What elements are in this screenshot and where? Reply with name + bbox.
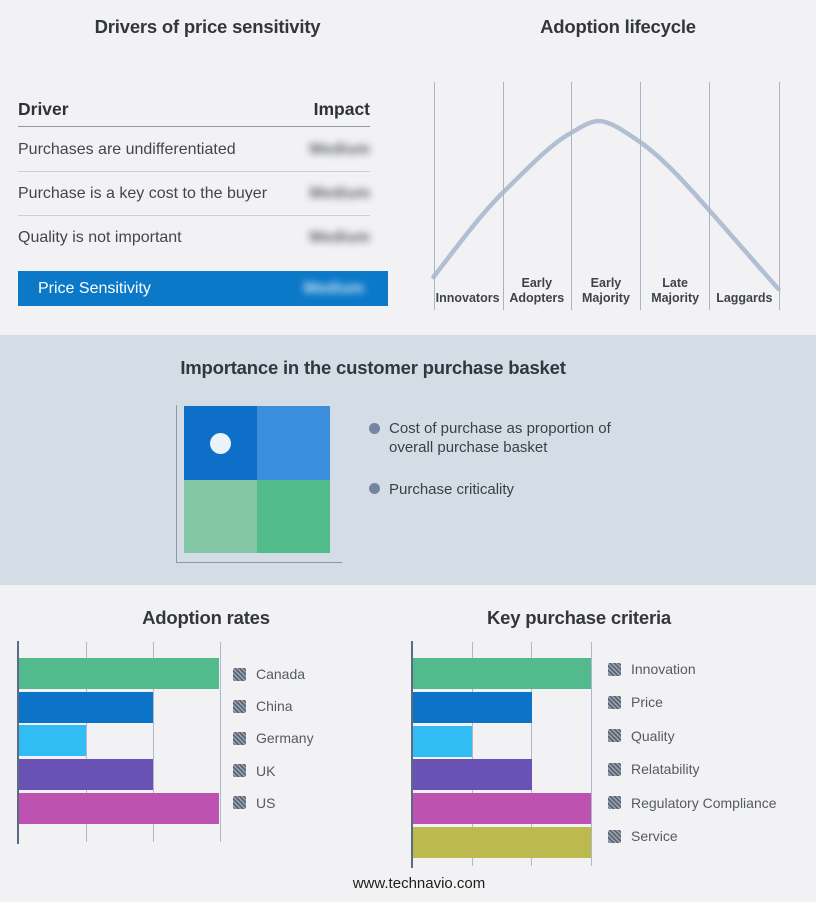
highlight-label: Price Sensitivity	[38, 279, 151, 297]
table-row: Purchases are undifferentiated Medium	[18, 128, 370, 172]
stage-label-early-majority: Early Majority	[582, 276, 630, 305]
key-purchase-criteria-gridline	[531, 642, 532, 866]
purchase-basket-band	[0, 335, 816, 585]
basket-bullet: Purchase criticality	[389, 481, 515, 498]
legend-label-china: China	[256, 698, 293, 715]
stage-divider-line	[640, 82, 641, 310]
key-purchase-criteria-bar-regulatory-compliance	[413, 793, 592, 825]
column-header-impact: Impact	[313, 99, 370, 119]
legend-label-canada: Canada	[256, 666, 306, 682]
impact-cell-redacted: Medium	[303, 279, 364, 297]
lifecycle-title: Adoption lifecycle	[540, 16, 696, 37]
basket-title: Importance in the customer purchase bask…	[180, 357, 566, 378]
lifecycle-bell-curve	[431, 118, 781, 292]
legend-swatch-icon	[233, 667, 246, 681]
basket-bullet: Cost of purchase as proportion of overal…	[389, 420, 611, 456]
adoption-rates-legend-item: China	[233, 698, 293, 714]
price-sensitivity-highlight-row: Price Sensitivity Medium	[18, 271, 388, 306]
adoption-rates-bar-canada	[19, 658, 220, 689]
driver-cell: Purchase is a key cost to the buyer	[18, 184, 268, 202]
legend-label-service: Service	[631, 828, 678, 844]
drivers-table-header: Driver Impact	[18, 93, 370, 127]
stage-divider-line	[571, 82, 572, 310]
key-purchase-criteria-bar-relatability	[413, 759, 532, 791]
quadrant-marker-dot	[209, 432, 231, 454]
legend-swatch-icon	[233, 764, 246, 778]
quadrant-cell-top-right	[257, 406, 330, 480]
adoption-rates-legend-item: Canada	[233, 666, 305, 682]
adoption-rates-title: Adoption rates	[142, 607, 270, 628]
drivers-table-title: Drivers of price sensitivity	[94, 16, 321, 37]
stage-divider-line	[433, 82, 435, 310]
quadrant-y-axis	[176, 405, 177, 563]
stage-divider-line	[778, 82, 780, 310]
impact-cell-redacted: Medium	[309, 140, 370, 158]
legend-swatch-icon	[608, 796, 621, 810]
stage-divider-line	[709, 82, 710, 310]
key-purchase-criteria-legend-item: Price	[608, 694, 663, 710]
legend-label-uk: UK	[256, 762, 276, 779]
adoption-rates-gridline	[86, 642, 87, 842]
key-purchase-criteria-legend-item: Relatability	[608, 761, 699, 777]
table-row: Quality is not important Medium	[18, 216, 370, 259]
table-row: Purchase is a key cost to the buyer Medi…	[18, 172, 370, 216]
stage-label-innovators: Innovators	[435, 291, 500, 305]
adoption-rates-bar-us	[19, 792, 220, 824]
adoption-rates-bar-germany	[19, 725, 86, 757]
column-header-driver: Driver	[18, 99, 69, 119]
key-purchase-criteria-title: Key purchase criteria	[487, 607, 671, 628]
impact-cell-redacted: Medium	[309, 228, 370, 246]
stage-label-laggards: Laggards	[716, 291, 773, 305]
legend-label-regulatory-compliance: Regulatory Compliance	[631, 794, 777, 811]
legend-label-price: Price	[631, 694, 663, 711]
quadrant-x-axis	[176, 562, 342, 563]
legend-label-us: US	[256, 794, 276, 811]
legend-label-relatability: Relatability	[631, 761, 700, 778]
key-purchase-criteria-gridline	[591, 642, 592, 866]
adoption-rates-legend-item: Germany	[233, 730, 314, 746]
legend-swatch-icon	[608, 662, 621, 676]
key-purchase-criteria-legend-item: Quality	[608, 728, 675, 744]
legend-swatch-icon	[233, 796, 246, 810]
adoption-rates-gridline	[219, 642, 221, 842]
legend-label-germany: Germany	[256, 730, 314, 747]
drivers-table-body: Purchases are undifferentiated Medium Pu…	[18, 128, 370, 259]
bullet-icon	[369, 483, 380, 494]
adoption-rates-bar-china	[19, 691, 153, 723]
key-purchase-criteria-bar-quality	[413, 725, 473, 757]
adoption-rates-gridline	[152, 642, 154, 842]
adoption-rates-axis	[16, 641, 19, 844]
adoption-rates-bar-uk	[19, 759, 153, 791]
lifecycle-stage-labels: Innovators Early Adopters Early Majority La…	[433, 268, 779, 306]
legend-swatch-icon	[233, 731, 246, 745]
key-purchase-criteria-axis	[410, 641, 413, 868]
driver-cell: Quality is not important	[18, 228, 182, 246]
key-purchase-criteria-bar-price	[413, 691, 532, 723]
legend-swatch-icon	[233, 699, 246, 713]
bullet-icon	[369, 423, 380, 434]
legend-swatch-icon	[608, 695, 621, 709]
key-purchase-criteria-legend-item: Innovation	[608, 661, 696, 677]
impact-cell-redacted: Medium	[309, 184, 370, 202]
legend-label-innovation: Innovation	[631, 661, 696, 677]
driver-cell: Purchases are undifferentiated	[18, 140, 236, 158]
website-url: www.technavio.com	[352, 875, 486, 892]
legend-label-quality: Quality	[631, 727, 675, 744]
quadrant-cell-bottom-right	[257, 479, 330, 553]
stage-label-late-majority: Late Majority	[651, 276, 700, 305]
legend-swatch-icon	[608, 829, 621, 843]
adoption-rates-legend-item: UK	[233, 763, 275, 779]
key-purchase-criteria-legend-item: Service	[608, 828, 678, 844]
key-purchase-criteria-bar-innovation	[413, 658, 592, 689]
adoption-rates-legend-item: US	[233, 795, 275, 811]
stage-label-early-adopters: Early Adopters	[509, 276, 565, 305]
legend-swatch-icon	[608, 762, 621, 776]
key-purchase-criteria-bar-service	[413, 827, 592, 858]
legend-swatch-icon	[608, 729, 621, 743]
quadrant-cell-bottom-left	[184, 479, 257, 553]
key-purchase-criteria-legend-item: Regulatory Compliance	[608, 795, 777, 811]
stage-divider-line	[502, 82, 504, 310]
